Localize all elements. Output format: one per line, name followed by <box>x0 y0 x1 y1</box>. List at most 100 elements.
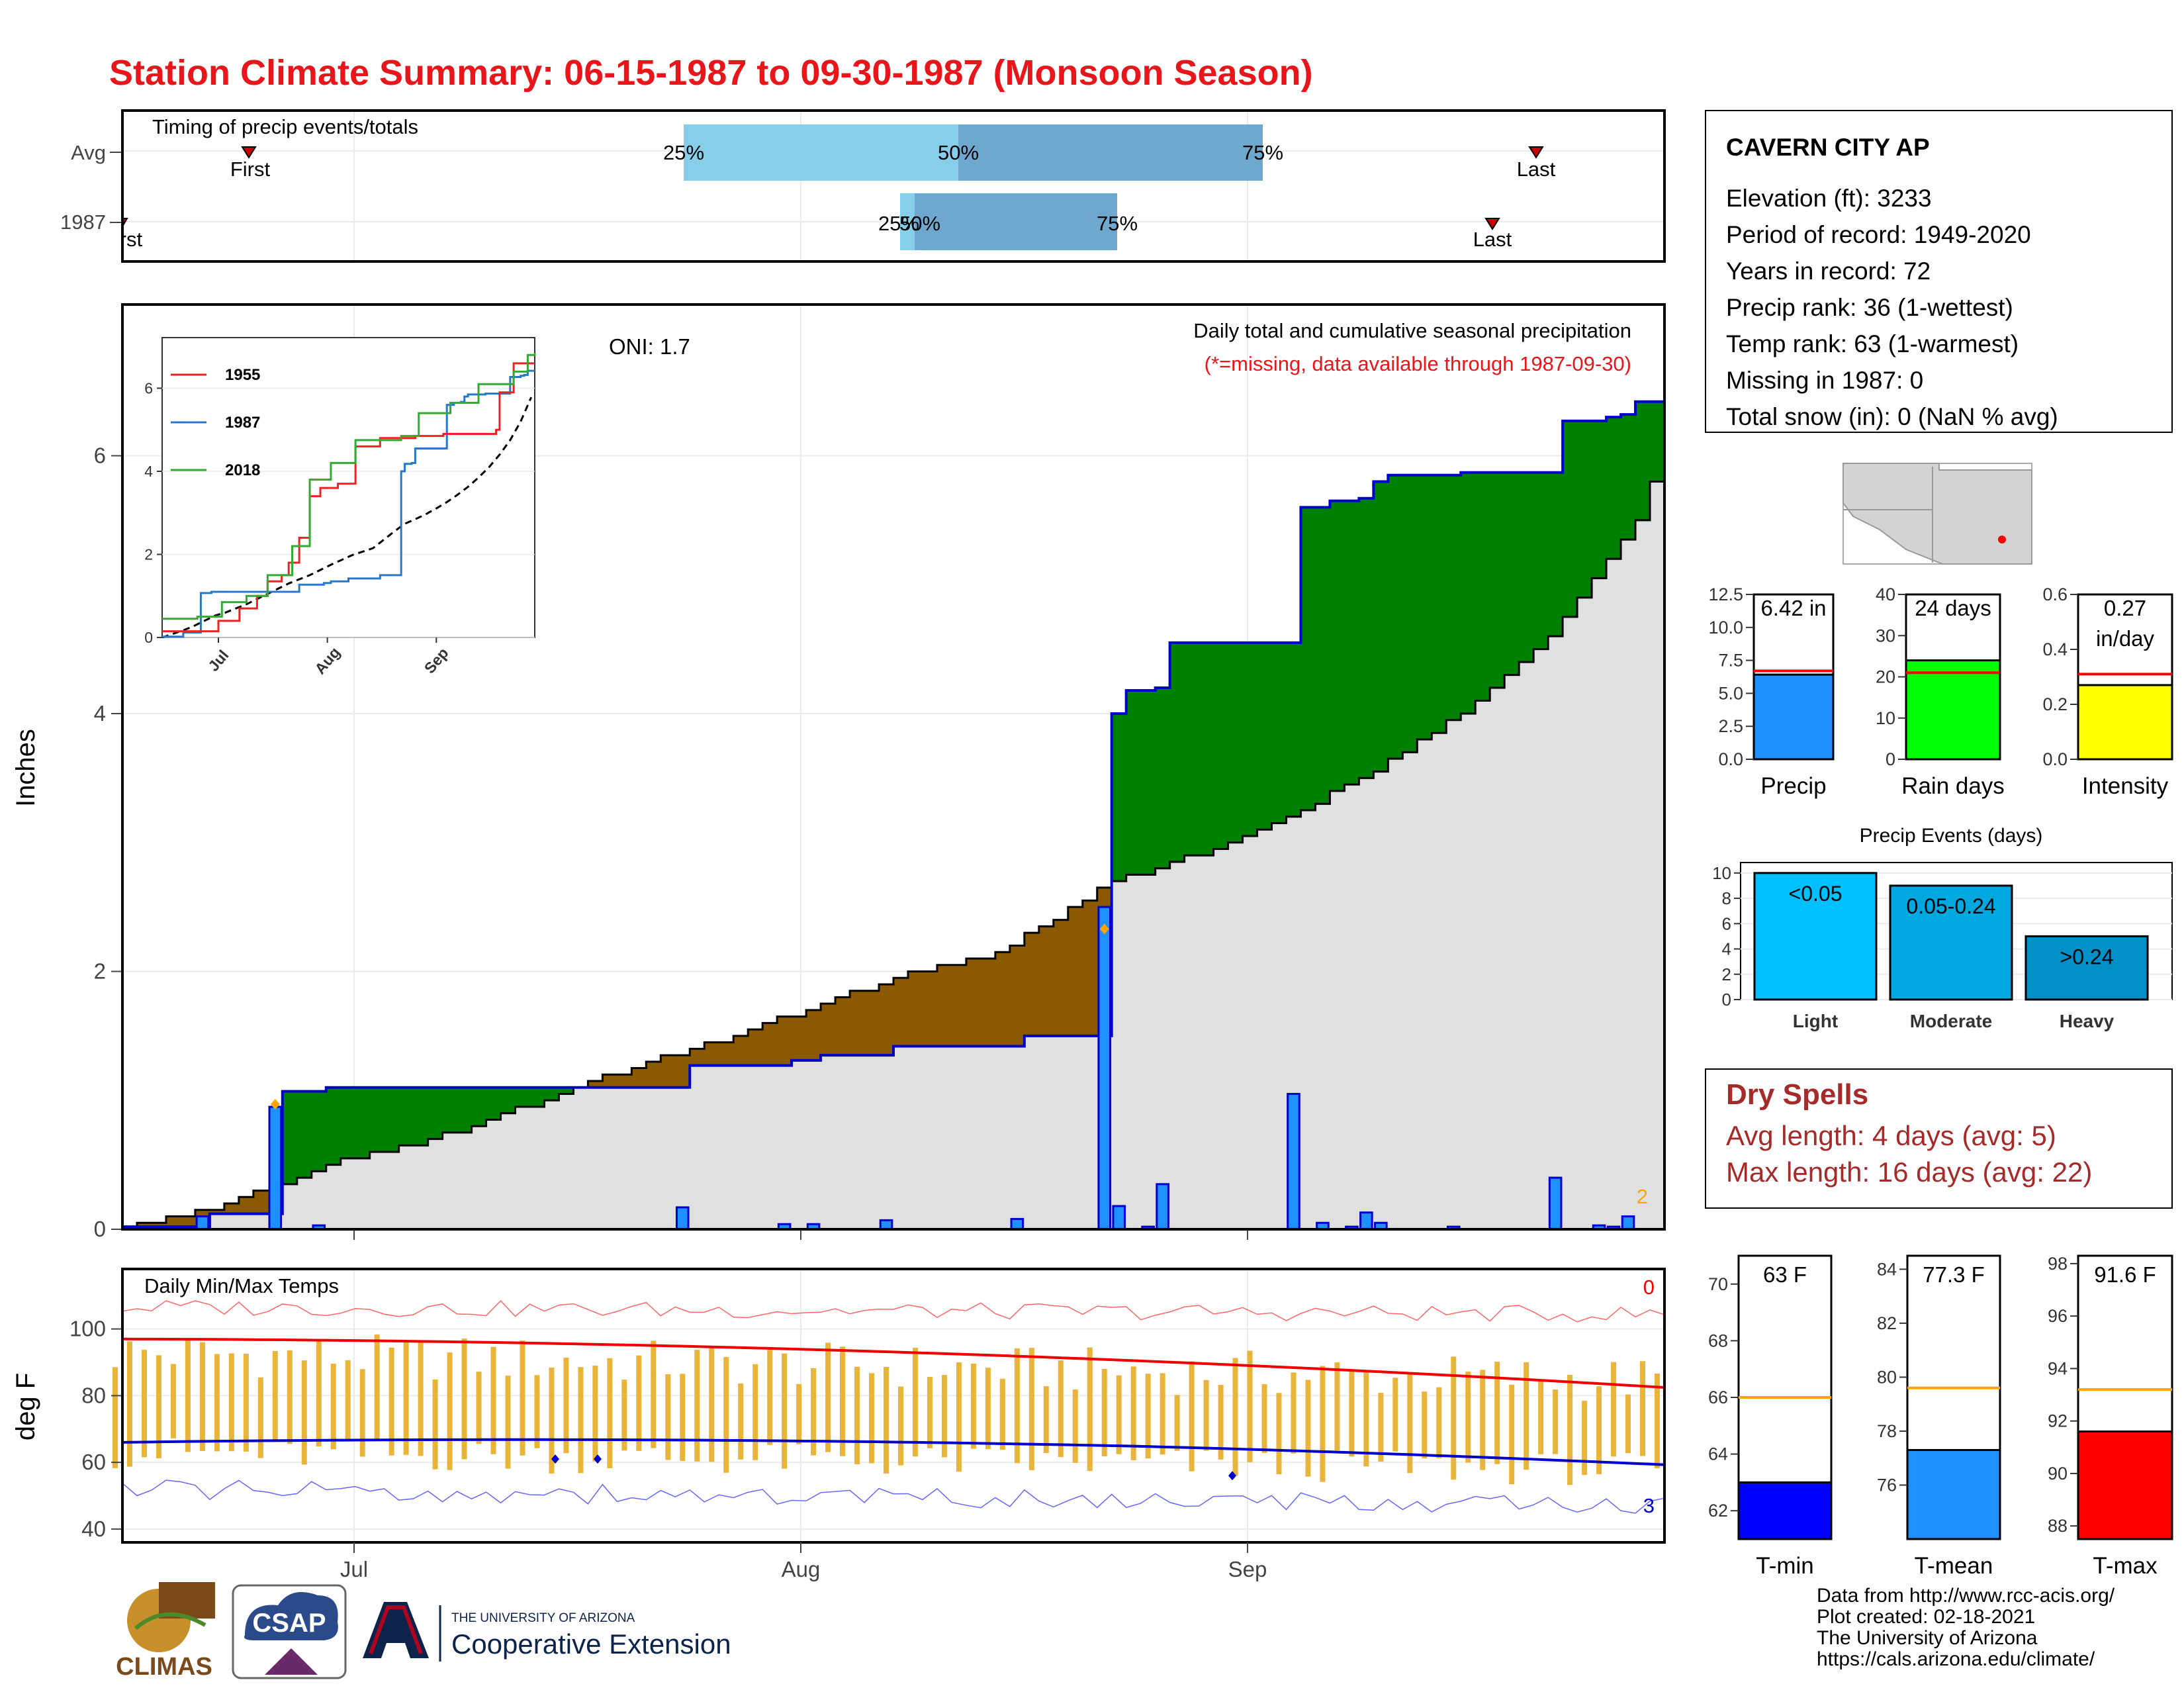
below-avg-fill <box>224 1203 240 1214</box>
below-avg-fill <box>951 964 967 1047</box>
daily-temp-bar <box>985 1368 991 1450</box>
precip-events-bar <box>1753 872 1878 1001</box>
ua-logo-ext-text: Cooperative Extension <box>451 1628 731 1660</box>
daily-temp-bar <box>767 1350 773 1445</box>
precip-events-ytick-label: 10 <box>1712 863 1731 883</box>
tmean-summary-value: 77.3 F <box>1923 1262 1985 1287</box>
daily-temp-bar <box>199 1342 205 1452</box>
below-avg-fill <box>1068 907 1083 1036</box>
footer-line: Data from http://www.rcc-acis.org/ <box>1817 1585 2115 1607</box>
tmean-summary-ytick-label: 84 <box>1877 1259 1897 1279</box>
precip-events-ytick-label: 4 <box>1722 939 1731 959</box>
daily-temp-bar <box>374 1334 380 1442</box>
daily-temp-bar <box>1436 1387 1442 1458</box>
above-avg-fill <box>1504 472 1520 675</box>
timing-panel-label: Timing of precip events/totals <box>152 115 418 138</box>
daily-temp-bar <box>1203 1380 1209 1451</box>
precip-ytick-label: 2 <box>94 959 106 983</box>
daily-temp-bar <box>927 1377 933 1448</box>
daily-temp-bar <box>970 1364 976 1449</box>
daily-precip-bar <box>195 1215 210 1231</box>
above-avg-fill <box>428 1087 443 1139</box>
tmean-summary-ytick-label: 76 <box>1877 1475 1897 1495</box>
locator-map <box>1843 463 2032 565</box>
below-avg-fill <box>792 1016 807 1060</box>
station-info: CAVERN CITY AP Elevation (ft): 3233 Period… <box>1705 110 2173 433</box>
below-avg-fill <box>748 1029 763 1066</box>
below-avg-fill <box>850 990 865 1056</box>
precip-mini-ytick-label: 2.5 <box>1718 716 1743 736</box>
daily-temp-bar <box>811 1368 817 1456</box>
above-avg-fill <box>311 1091 327 1172</box>
tmean-summary-ytick-label: 78 <box>1877 1421 1897 1441</box>
daily-temp-bar <box>476 1372 482 1444</box>
current-cumulative-line <box>122 400 1664 1229</box>
tmean-summary-ytick-label: 82 <box>1877 1313 1897 1333</box>
daily-temp-bar <box>141 1350 147 1458</box>
daily-temp-bar <box>534 1375 540 1448</box>
daily-temp-bar <box>1058 1360 1064 1458</box>
daily-temp-bar <box>782 1353 788 1469</box>
daily-temp-bar <box>723 1356 729 1473</box>
rain-days-mini: 0 10 20 30 40 24 days Rain days <box>1876 585 2005 799</box>
precip-events-bar-label: 0.05-0.24 <box>1906 894 1995 918</box>
yr-last-marker <box>1484 218 1500 230</box>
intensity-mini: 0.0 0.2 0.4 0.6 0.27 in/day Intensity <box>2042 585 2173 799</box>
daily-temp-bar <box>388 1347 394 1456</box>
above-avg-fill <box>326 1087 341 1165</box>
precip-panel: 0 2 4 6 Inches ONI: 1.7 Daily total and cumula… <box>11 303 1666 1241</box>
above-avg-fill <box>1242 642 1258 837</box>
below-avg-fill <box>1009 945 1025 1047</box>
precip-events-bar-label: <0.05 <box>1789 882 1843 906</box>
yr-p25-label: 25% <box>878 212 919 235</box>
above-avg-fill <box>1548 472 1563 637</box>
above-avg-fill <box>384 1087 400 1152</box>
above-avg-fill <box>413 1087 429 1146</box>
record-marker <box>270 1099 280 1110</box>
intensity-mini-ytick-label: 0.2 <box>2042 694 2068 714</box>
below-avg-fill <box>719 1042 734 1066</box>
inset-line-2018 <box>162 353 536 620</box>
daily-precip-bar <box>1621 1215 1635 1231</box>
timing-panel-frame <box>121 109 1666 263</box>
tmax-summary-ytick-label: 92 <box>2048 1411 2068 1431</box>
tmean-summary: 76 78 80 82 84 77.3 F T-mean <box>1877 1254 2001 1579</box>
inset-legend-label: 1987 <box>225 414 260 432</box>
x-tick-label: Jul <box>340 1557 368 1581</box>
timing-row-1987: 1987 <box>60 211 106 234</box>
tmean-summary-bar <box>1906 1448 2001 1540</box>
record-low-marker <box>551 1454 559 1464</box>
tmin-summary-ytick-label: 64 <box>1708 1444 1728 1464</box>
above-avg-fill <box>1592 420 1607 579</box>
above-avg-fill <box>1271 642 1287 823</box>
temp-ytick-label: 60 <box>81 1450 106 1474</box>
above-avg-fill <box>1519 472 1534 663</box>
tmin-summary-ytick-label: 68 <box>1708 1331 1728 1350</box>
csap-logo-mountain <box>265 1648 318 1675</box>
precip-events-ytick-label: 6 <box>1722 914 1731 933</box>
below-avg-fill <box>1053 919 1069 1036</box>
daily-temp-bar <box>1189 1361 1195 1472</box>
tmax-summary-bar <box>2077 1430 2173 1540</box>
daily-temp-bar <box>461 1338 467 1460</box>
below-avg-fill <box>980 959 996 1047</box>
daily-temp-bar <box>1465 1372 1471 1463</box>
temp-ytick-label: 80 <box>81 1383 106 1407</box>
above-avg-fill <box>1533 472 1549 649</box>
below-avg-fill <box>238 1197 254 1214</box>
daily-temp-bar <box>287 1350 293 1444</box>
tmin-summary-value: 63 F <box>1763 1262 1807 1287</box>
timing-row-avg: Avg <box>71 141 106 164</box>
daily-temp-bar <box>156 1355 161 1459</box>
temp-ytick-label: 100 <box>69 1317 106 1341</box>
daily-temp-bar <box>709 1346 715 1462</box>
tmin-summary-label: T-min <box>1756 1553 1814 1579</box>
daily-temp-bar <box>1160 1373 1165 1455</box>
rain-days-mini-label: Rain days <box>1901 773 2005 799</box>
precip-ytick-label: 4 <box>94 701 106 726</box>
above-avg-fill <box>1606 417 1621 559</box>
daily-temp-bar <box>1567 1374 1573 1485</box>
below-avg-fill <box>864 990 880 1056</box>
daily-temp-bar <box>1640 1361 1646 1456</box>
above-avg-fill <box>486 1087 502 1120</box>
